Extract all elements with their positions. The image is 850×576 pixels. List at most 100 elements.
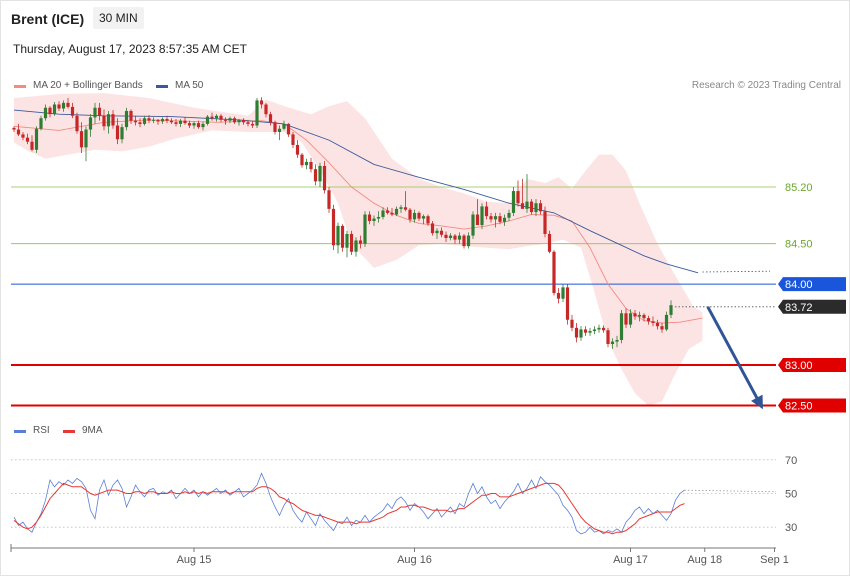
candle-body bbox=[493, 216, 498, 220]
candle-body bbox=[448, 235, 453, 239]
candle-body bbox=[502, 217, 507, 222]
candle-body bbox=[268, 114, 273, 123]
candle-body bbox=[615, 339, 619, 342]
candle-body bbox=[363, 214, 367, 244]
x-tick-label: Aug 16 bbox=[397, 554, 432, 566]
projection-arrow-shaft bbox=[706, 306, 760, 401]
candle-body bbox=[246, 122, 250, 124]
legend-swatch-9ma bbox=[63, 430, 75, 433]
interval-selector[interactable]: 30 MIN bbox=[93, 7, 144, 29]
level-tag-82.50 bbox=[778, 398, 846, 413]
candle-body bbox=[511, 191, 516, 213]
candle-body bbox=[210, 116, 214, 119]
candle-body bbox=[75, 115, 79, 132]
candle-body bbox=[664, 314, 669, 330]
candle-body bbox=[534, 203, 538, 213]
candle-body bbox=[606, 330, 610, 345]
candle-body bbox=[336, 225, 340, 246]
candle-body bbox=[160, 119, 165, 122]
candle-body bbox=[124, 110, 129, 128]
candle-body bbox=[430, 223, 435, 234]
candle-body bbox=[322, 165, 327, 191]
candle-body bbox=[102, 115, 106, 127]
chart-header: Brent (ICE) 30 MIN bbox=[0, 0, 850, 36]
candle-body bbox=[435, 230, 439, 234]
candles bbox=[12, 97, 673, 349]
candle-body bbox=[138, 122, 142, 124]
candle-body bbox=[399, 207, 403, 209]
candle-body bbox=[588, 331, 592, 333]
legend-swatch-ma50 bbox=[156, 85, 168, 88]
candle-body bbox=[48, 107, 52, 115]
legend-label-rsi: RSI bbox=[33, 425, 50, 436]
candle-body bbox=[30, 141, 34, 150]
candle-body bbox=[52, 104, 57, 115]
candle-body bbox=[660, 326, 664, 330]
candle-body bbox=[187, 123, 192, 126]
candle-body bbox=[201, 123, 205, 128]
candle-body bbox=[561, 287, 565, 299]
candle-body bbox=[642, 314, 646, 319]
candle-body bbox=[624, 313, 628, 325]
level-tag-label-83.00: 83.00 bbox=[785, 360, 813, 372]
level-tag-label-84.00: 84.00 bbox=[785, 279, 813, 291]
candle-body bbox=[484, 206, 489, 217]
candle-body bbox=[552, 251, 556, 294]
legend-label-ma50: MA 50 bbox=[175, 80, 204, 91]
candle-body bbox=[516, 191, 520, 204]
candle-body bbox=[601, 327, 606, 331]
candle-body bbox=[66, 102, 70, 107]
x-tick-label: Aug 15 bbox=[177, 554, 212, 566]
level-tag-83.00 bbox=[778, 358, 846, 373]
candle-body bbox=[300, 154, 304, 166]
candle-body bbox=[597, 327, 601, 330]
candle-body bbox=[610, 341, 615, 345]
candle-body bbox=[88, 117, 93, 130]
projection bbox=[706, 306, 763, 410]
candle-body bbox=[25, 137, 30, 142]
candle-body bbox=[39, 118, 43, 129]
candle-body bbox=[43, 107, 48, 119]
candle-body bbox=[174, 122, 178, 124]
candle-body bbox=[205, 116, 210, 124]
candle-body bbox=[646, 318, 651, 322]
candle-body bbox=[529, 201, 534, 213]
candle-body bbox=[331, 208, 336, 246]
candle-body bbox=[376, 216, 381, 219]
candle-body bbox=[426, 216, 430, 224]
candle-body bbox=[543, 211, 547, 234]
candle-body bbox=[628, 313, 633, 325]
candle-body bbox=[237, 119, 241, 123]
candle-body bbox=[439, 230, 444, 235]
legend-swatch-ma20 bbox=[14, 85, 26, 88]
candle-body bbox=[79, 131, 84, 148]
candle-body bbox=[232, 118, 237, 123]
candle-body bbox=[538, 203, 543, 212]
candle-body bbox=[412, 212, 417, 220]
candle-body bbox=[196, 123, 201, 128]
candle-body bbox=[291, 134, 295, 145]
candle-body bbox=[273, 122, 277, 132]
level-label-85.20: 85.20 bbox=[785, 182, 813, 194]
candle-body bbox=[358, 240, 363, 244]
candle-body bbox=[655, 322, 660, 327]
candle-body bbox=[367, 214, 372, 222]
candle-body bbox=[466, 235, 471, 247]
candle-body bbox=[583, 329, 588, 333]
candle-body bbox=[12, 127, 16, 130]
legend-label-9ma: 9MA bbox=[82, 425, 103, 436]
candle-body bbox=[556, 293, 561, 299]
candle-body bbox=[403, 207, 408, 210]
candle-body bbox=[453, 235, 457, 240]
candle-body bbox=[408, 209, 412, 220]
candle-body bbox=[480, 206, 484, 226]
candle-body bbox=[471, 214, 475, 236]
credit-text: Research © 2023 Trading Central bbox=[691, 80, 841, 91]
candle-body bbox=[444, 234, 448, 239]
ma50-extension bbox=[702, 270, 771, 273]
candle-body bbox=[313, 169, 318, 182]
candle-body bbox=[34, 128, 39, 150]
candle-body bbox=[228, 118, 232, 121]
bollinger-band-area bbox=[14, 93, 703, 406]
rsi-tick-label: 70 bbox=[785, 455, 797, 467]
